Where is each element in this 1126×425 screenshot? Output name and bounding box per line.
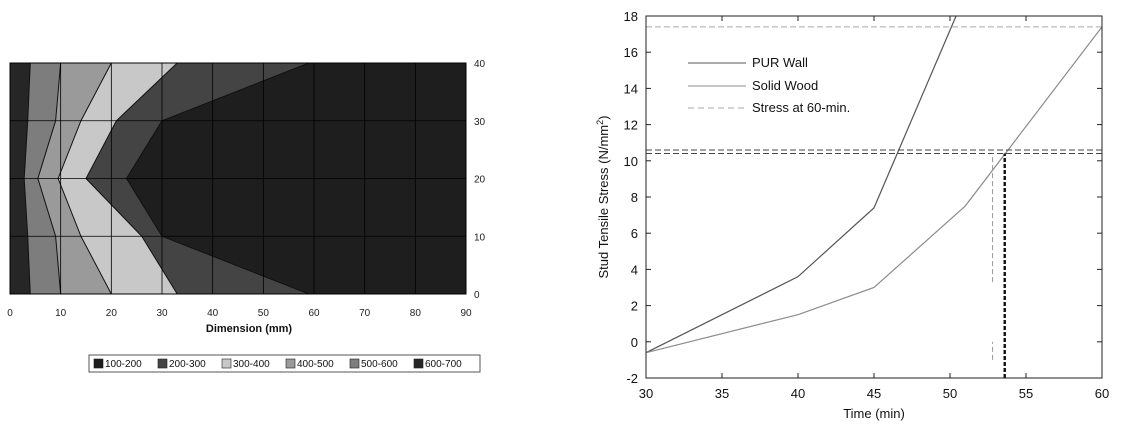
contour-x-tick-label: 0	[7, 308, 13, 319]
line-chart-ticks: 30 35 40 45 50 55 60 -2 0 2 4 6 8 10 12 14 16 18	[624, 9, 1110, 401]
contour-x-tick-label: 40	[207, 308, 219, 319]
contour-y-tick-labels: 0 10 20 30 40	[474, 59, 486, 301]
contour-y-tick-label: 40	[474, 59, 486, 70]
contour-legend-label: 100-200	[105, 359, 142, 370]
line-chart-x-axis-title: Time (min)	[843, 406, 905, 421]
contour-grid	[9, 62, 467, 295]
legend-label-pur-wall: PUR Wall	[752, 55, 808, 70]
x-tick-label: 40	[791, 386, 805, 401]
contour-legend-swatch	[413, 358, 424, 369]
contour-legend-label: 500-600	[361, 359, 398, 370]
contour-x-tick-label: 50	[258, 308, 270, 319]
y-tick-label: -2	[626, 371, 638, 386]
contour-x-tick-labels: 0 10 20 30 40 50 60 70 80 90	[7, 308, 472, 319]
contour-x-tick-label: 20	[106, 308, 118, 319]
x-tick-label: 50	[943, 386, 957, 401]
x-tick-label: 60	[1095, 386, 1109, 401]
line-chart-reference-lines	[646, 26, 1102, 378]
contour-legend-swatch	[349, 358, 360, 369]
y-tick-label: 18	[624, 9, 638, 24]
contour-legend-swatch	[157, 358, 168, 369]
line-chart-y-axis-title: Stud Tensile Stress (N/mm2)	[595, 116, 611, 279]
contour-y-tick-label: 30	[474, 117, 486, 128]
contour-legend-label: 300-400	[233, 359, 270, 370]
x-tick-label: 30	[639, 386, 653, 401]
x-tick-label: 45	[867, 386, 881, 401]
contour-plot-frame	[9, 62, 467, 295]
series-line-pur-wall	[645, 15, 957, 354]
contour-legend: 100-200 200-300 300-400 400-500 500-600 600-7…	[88, 354, 481, 373]
y-tick-label: 8	[631, 190, 638, 205]
contour-x-tick-label: 10	[55, 308, 67, 319]
contour-y-tick-label: 0	[474, 290, 480, 301]
y-tick-label: 6	[631, 226, 638, 241]
contour-legend-swatch	[93, 358, 104, 369]
y-axis-title-main: Stud Tensile Stress (N/mm	[596, 125, 611, 279]
contour-x-tick-label: 60	[308, 308, 320, 319]
contour-x-tick-label: 90	[460, 308, 472, 319]
line-chart-frame	[645, 15, 1103, 379]
y-axis-title-superscript: 2	[595, 120, 605, 125]
contour-y-tick-label: 10	[474, 232, 486, 243]
contour-y-tick-label: 20	[474, 175, 486, 186]
line-chart-series	[645, 15, 1103, 354]
contour-legend-frame	[88, 354, 481, 373]
contour-x-tick-label: 30	[156, 308, 168, 319]
x-tick-label: 35	[715, 386, 729, 401]
y-tick-label: 2	[631, 299, 638, 314]
legend-label-solid-wood: Solid Wood	[752, 78, 818, 93]
contour-x-axis-title: Dimension (mm)	[206, 323, 293, 335]
contour-legend-label: 400-500	[297, 359, 334, 370]
contour-legend-swatch	[221, 358, 232, 369]
legend-label-stress-60: Stress at 60-min.	[752, 100, 850, 115]
y-tick-label: 0	[631, 335, 638, 350]
x-tick-label: 55	[1019, 386, 1033, 401]
y-tick-label: 10	[624, 154, 638, 169]
contour-legend-swatch	[285, 358, 296, 369]
contour-x-tick-label: 70	[359, 308, 371, 319]
y-tick-label: 12	[624, 118, 638, 133]
y-tick-label: 16	[624, 45, 638, 60]
y-tick-label: 14	[624, 81, 638, 96]
y-tick-label: 4	[631, 262, 638, 277]
contour-chart: 0 10 20 30 40 50 60 70 80 90 0 10 20 30 40 Dimension …	[7, 59, 486, 373]
line-chart-legend: PUR Wall Solid Wood Stress at 60-min.	[688, 55, 850, 115]
contour-legend-label: 600-700	[425, 359, 462, 370]
y-axis-title-suffix: )	[596, 116, 611, 120]
contour-x-tick-label: 80	[410, 308, 422, 319]
contour-legend-label: 200-300	[169, 359, 206, 370]
series-line-solid-wood	[645, 26, 1103, 354]
